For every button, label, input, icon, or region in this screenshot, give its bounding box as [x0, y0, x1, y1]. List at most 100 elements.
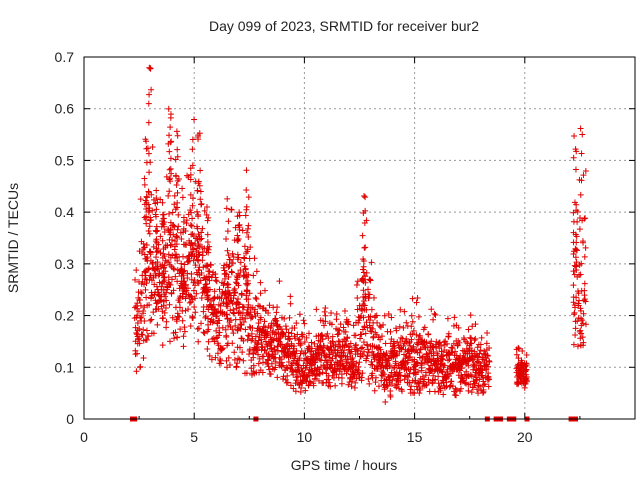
data-point: [138, 331, 145, 338]
data-point: [520, 371, 527, 378]
data-point: [294, 361, 301, 368]
data-point: [160, 315, 167, 322]
data-point: [145, 100, 152, 107]
data-point: [476, 359, 483, 366]
data-point: [200, 264, 207, 271]
data-point: [351, 371, 358, 378]
data-point: [194, 208, 201, 215]
data-point: [203, 211, 210, 218]
data-point: [174, 310, 181, 317]
data-point: [574, 247, 581, 254]
data-point: [570, 251, 577, 258]
data-point: [416, 349, 423, 356]
data-point: [316, 356, 323, 363]
data-point: [206, 352, 213, 359]
data-point: [189, 314, 196, 321]
data-point: [180, 268, 187, 275]
data-point: [571, 132, 578, 139]
data-point: [296, 311, 303, 318]
data-point: [147, 317, 154, 324]
data-point: [245, 304, 252, 311]
data-point: [137, 302, 144, 309]
data-point: [223, 333, 230, 340]
data-point: [306, 372, 313, 379]
data-point: [210, 318, 217, 325]
data-point: [225, 264, 232, 271]
data-point: [180, 333, 187, 340]
data-point: [405, 373, 412, 380]
data-point: [574, 273, 581, 280]
data-point: [186, 299, 193, 306]
data-point: [141, 318, 148, 325]
data-point: [228, 206, 235, 213]
data-point: [471, 348, 478, 355]
data-point: [180, 225, 187, 232]
data-point: [213, 278, 220, 285]
data-point: [181, 261, 188, 268]
data-point: [174, 278, 181, 285]
data-point: [344, 366, 351, 373]
data-point: [344, 334, 351, 341]
data-point: [389, 376, 396, 383]
y-tick-label: 0.5: [55, 152, 75, 168]
data-point: [213, 335, 220, 342]
data-point: [239, 349, 246, 356]
data-point: [187, 221, 194, 228]
data-point: [363, 306, 370, 313]
data-point: [273, 322, 280, 329]
data-point: [361, 323, 368, 330]
y-tick-label: 0.2: [55, 308, 75, 324]
data-point: [572, 332, 579, 339]
data-point: [255, 351, 262, 358]
data-point: [339, 358, 346, 365]
data-point: [134, 312, 141, 319]
data-point: [204, 294, 211, 301]
data-point: [425, 331, 432, 338]
data-point: [169, 209, 176, 216]
data-point: [434, 352, 441, 359]
data-point: [193, 245, 200, 252]
data-point: [360, 257, 367, 264]
data-point: [446, 356, 453, 363]
data-point: [139, 331, 146, 338]
data-point: [272, 315, 279, 322]
data-point: [577, 327, 584, 334]
data-point: [217, 302, 224, 309]
data-point: [266, 302, 273, 309]
data-point: [476, 350, 483, 357]
data-point: [570, 294, 577, 301]
data-point: [167, 219, 174, 226]
data-point: [264, 330, 271, 337]
data-point: [212, 305, 219, 312]
data-point: [148, 316, 155, 323]
data-point: [166, 148, 173, 155]
data-point: [441, 362, 448, 369]
data-point: [142, 216, 149, 223]
data-point: [238, 321, 245, 328]
data-point: [145, 266, 152, 273]
data-point: [358, 374, 365, 381]
data-point: [205, 286, 212, 293]
data-point: [242, 212, 249, 219]
data-point: [315, 377, 322, 384]
data-point: [206, 277, 213, 284]
data-point: [519, 348, 526, 355]
data-point: [188, 223, 195, 230]
data-point: [334, 331, 341, 338]
data-point: [157, 297, 164, 304]
data-point: [144, 194, 151, 201]
data-point: [579, 238, 586, 245]
data-point: [179, 185, 186, 192]
data-point: [405, 340, 412, 347]
data-point: [572, 325, 579, 332]
data-point: [274, 374, 281, 381]
data-point: [443, 379, 450, 386]
data-point: [197, 236, 204, 243]
data-point: [243, 280, 250, 287]
data-point: [169, 252, 176, 259]
data-point: [232, 322, 239, 329]
data-point: [276, 278, 283, 285]
data-point: [356, 317, 363, 324]
data-point: [570, 341, 577, 348]
data-point: [305, 343, 312, 350]
